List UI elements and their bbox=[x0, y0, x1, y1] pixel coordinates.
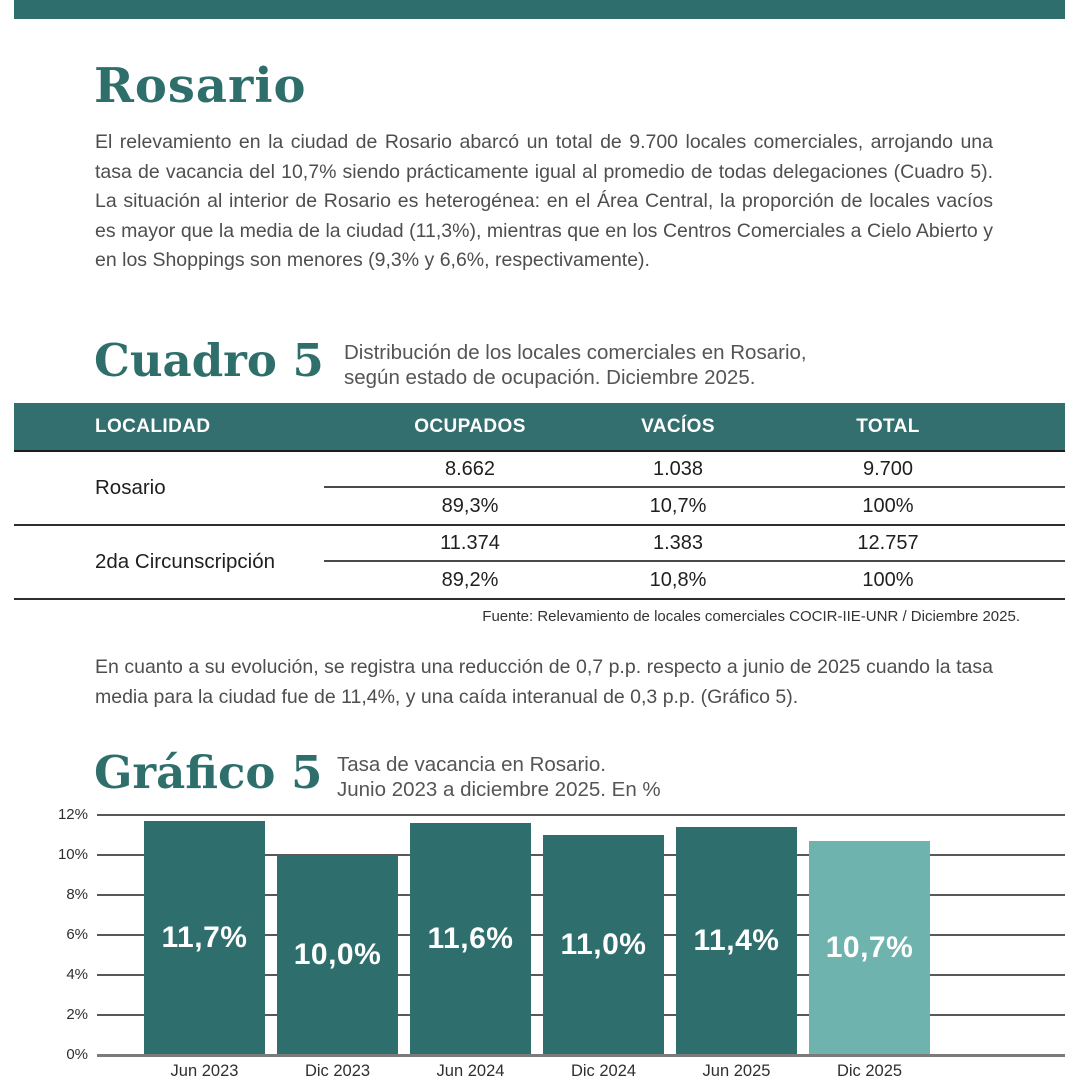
bar-value-label: 10,0% bbox=[293, 938, 382, 971]
col-header-ocupados: OCUPADOS bbox=[414, 415, 526, 437]
table-source-note: Fuente: Relevamiento de locales comercia… bbox=[482, 608, 1020, 625]
2da-percent-row: 89,2% 10,8% 100% bbox=[324, 562, 1065, 598]
x-tick-label-dic-2023: Dic 2023 bbox=[304, 1062, 371, 1080]
bar-value-label: 11,4% bbox=[693, 924, 780, 957]
gridline bbox=[97, 814, 1065, 816]
rosario-ocupados-pct: 89,3% bbox=[441, 494, 499, 517]
gridline bbox=[97, 1054, 1065, 1057]
y-tick-label: 8% bbox=[66, 886, 88, 903]
bar-value-label: 11,7% bbox=[161, 921, 248, 954]
x-tick-label-jun-2023: Jun 2023 bbox=[170, 1062, 239, 1080]
table-row-rosario: Rosario 8.662 1.038 9.700 89,3% 10,7% 10… bbox=[14, 452, 1065, 526]
vacancy-chart-plot: 11,7% 10,0% 11,6% 11,0% 11,4% 10,7% bbox=[97, 814, 1065, 1057]
y-tick-label: 10% bbox=[57, 846, 88, 863]
rosario-ocupados-count: 8.662 bbox=[444, 457, 496, 480]
col-header-localidad: LOCALIDAD bbox=[95, 415, 211, 437]
row-label-2da-circunscripcion: 2da Circunscripción bbox=[95, 550, 276, 573]
y-axis-labels: 12% 10% 8% 6% 4% 2% 0% bbox=[0, 806, 88, 1063]
y-tick-label: 6% bbox=[66, 926, 88, 943]
x-tick-label-dic-2025: Dic 2025 bbox=[836, 1062, 903, 1080]
vacancy-bar-chart: 12% 10% 8% 6% 4% 2% 0% 11,7% 10,0% 11,6% 11,0% 11,… bbox=[0, 806, 1080, 1080]
grafico-5-caption-line2: Junio 2023 a diciembre 2025. En % bbox=[337, 778, 661, 801]
col-header-vacios: VACÍOS bbox=[641, 415, 715, 437]
2da-vacios-pct: 10,8% bbox=[649, 568, 707, 591]
grafico-5-caption-line1: Tasa de vacancia en Rosario. bbox=[337, 753, 606, 776]
rosario-counts-row: 8.662 1.038 9.700 bbox=[324, 452, 1065, 488]
y-tick-label: 2% bbox=[66, 1006, 88, 1023]
cuadro-5-heading: Cuadro 5 bbox=[94, 334, 324, 387]
occupancy-table: LOCALIDAD OCUPADOS VACÍOS TOTAL Rosario … bbox=[14, 403, 1065, 600]
2da-total-count: 12.757 bbox=[857, 531, 919, 554]
bar-value-label: 11,0% bbox=[560, 928, 647, 961]
rosario-total-count: 9.700 bbox=[862, 457, 914, 480]
y-tick-label: 4% bbox=[66, 966, 88, 983]
cuadro-5-caption: Distribución de los locales comerciales … bbox=[344, 340, 807, 390]
bar-jun-2023: 11,7% bbox=[144, 821, 265, 1055]
2da-counts-row: 11.374 1.383 12.757 bbox=[324, 526, 1065, 562]
bar-value-label: 11,6% bbox=[427, 922, 514, 955]
x-tick-label-jun-2025: Jun 2025 bbox=[702, 1062, 771, 1080]
row-label-rosario: Rosario bbox=[95, 476, 166, 499]
bar-jun-2024: 11,6% bbox=[410, 823, 531, 1055]
y-tick-label: 0% bbox=[66, 1046, 88, 1063]
rosario-vacios-pct: 10,7% bbox=[649, 494, 707, 517]
y-tick-label: 12% bbox=[57, 806, 88, 823]
2da-ocupados-count: 11.374 bbox=[440, 531, 500, 554]
cuadro-5-caption-line1: Distribución de los locales comerciales … bbox=[344, 341, 807, 364]
rosario-percent-row: 89,3% 10,7% 100% bbox=[324, 488, 1065, 524]
bar-jun-2025: 11,4% bbox=[676, 827, 797, 1055]
grafico-5-heading: Gráfico 5 bbox=[94, 746, 323, 799]
rosario-vacios-count: 1.038 bbox=[652, 457, 704, 480]
top-accent-bar bbox=[14, 0, 1065, 19]
table-header-row: LOCALIDAD OCUPADOS VACÍOS TOTAL bbox=[14, 403, 1065, 452]
bar-dic-2025: 10,7% bbox=[809, 841, 930, 1055]
evolution-paragraph: En cuanto a su evolución, se registra un… bbox=[95, 656, 993, 708]
cuadro-5-caption-line2: según estado de ocupación. Diciembre 202… bbox=[344, 366, 756, 389]
page-title: Rosario bbox=[94, 58, 307, 114]
2da-total-pct: 100% bbox=[862, 568, 914, 591]
rosario-total-pct: 100% bbox=[862, 494, 914, 517]
2da-ocupados-pct: 89,2% bbox=[441, 568, 499, 591]
x-tick-label-dic-2024: Dic 2024 bbox=[570, 1062, 637, 1080]
x-tick-label-jun-2024: Jun 2024 bbox=[436, 1062, 505, 1080]
2da-vacios-count: 1.383 bbox=[652, 531, 704, 554]
col-header-total: TOTAL bbox=[856, 415, 920, 437]
bar-dic-2024: 11,0% bbox=[543, 835, 664, 1055]
table-row-2da-circunscripcion: 2da Circunscripción 11.374 1.383 12.757 … bbox=[14, 526, 1065, 600]
grafico-5-caption: Tasa de vacancia en Rosario. Junio 2023 … bbox=[337, 752, 661, 802]
bar-value-label: 10,7% bbox=[825, 931, 914, 964]
bar-dic-2023: 10,0% bbox=[277, 855, 398, 1055]
intro-paragraph: El relevamiento en la ciudad de Rosario … bbox=[95, 131, 993, 271]
